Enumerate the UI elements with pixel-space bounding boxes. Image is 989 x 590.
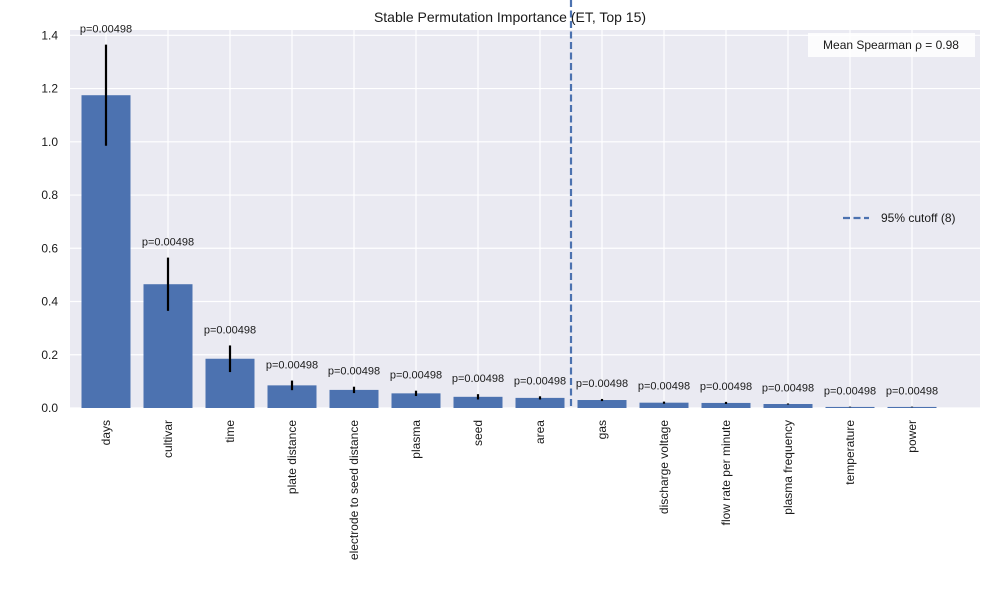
x-tick-label: area [533,420,547,444]
spearman-box: Mean Spearman ρ = 0.98 [808,33,975,57]
x-tick-labels: days cultivar time plate distance electrode … [99,420,919,560]
x-tick-label: plasma [409,420,423,459]
y-tick-labels: 0.0 0.2 0.4 0.6 0.8 1.0 1.2 1.4 [41,28,58,415]
x-tick-label: temperature [843,420,857,485]
x-tick-label: time [223,420,237,443]
x-tick-label: plate distance [285,420,299,494]
bar [453,396,503,408]
chart-title: Stable Permutation Importance (ET, Top 1… [374,9,646,25]
p-value-label: p=0.00498 [886,386,938,398]
bar [267,385,317,408]
y-tick-label: 0.4 [41,295,58,309]
plot-background [70,30,980,408]
x-tick-label: cultivar [161,420,175,458]
x-tick-label: flow rate per minute [719,420,733,526]
bar [577,400,627,408]
bar [825,406,875,408]
p-value-label: p=0.00498 [142,237,194,249]
p-value-label: p=0.00498 [452,373,504,385]
x-tick-label: days [99,420,113,445]
p-value-label: p=0.00498 [762,382,814,394]
legend-cutoff-label: 95% cutoff (8) [881,211,955,225]
p-value-label: p=0.00498 [204,324,256,336]
y-tick-label: 1.0 [41,135,58,149]
x-tick-label: plasma frequency [781,420,795,515]
p-value-annotations: p=0.00498 p=0.00498 p=0.00498 p=0.00498 p=0.… [80,24,938,398]
p-value-label: p=0.00498 [328,366,380,378]
x-tick-label: discharge voltage [657,420,671,514]
p-value-label: p=0.00498 [824,386,876,398]
p-value-label: p=0.00498 [576,378,628,390]
legend: 95% cutoff (8) [843,211,955,225]
bar [81,95,131,408]
x-tick-label: electrode to seed distance [347,420,361,560]
x-tick-label: gas [595,420,609,439]
bars [81,95,937,408]
bar [887,406,937,408]
p-value-label: p=0.00498 [700,381,752,393]
y-tick-label: 0.6 [41,241,58,255]
bar [639,402,689,408]
bar [515,397,565,408]
bar [391,393,441,408]
spearman-label: Mean Spearman ρ = 0.98 [823,38,959,52]
bar [763,404,813,408]
error-bars [104,44,914,408]
y-tick-label: 1.4 [41,28,58,42]
bar [329,389,379,408]
x-tick-label: power [905,420,919,453]
y-tick-label: 0.8 [41,188,58,202]
y-tick-label: 1.2 [41,82,58,96]
x-tick-label: seed [471,420,485,446]
p-value-label: p=0.00498 [266,360,318,372]
p-value-label: p=0.00498 [638,381,690,393]
y-tick-label: 0.0 [41,401,58,415]
y-tick-label: 0.2 [41,348,58,362]
p-value-label: p=0.00498 [514,375,566,387]
p-value-label: p=0.00498 [390,370,442,382]
p-value-label: p=0.00498 [80,24,132,36]
bar [701,402,751,408]
